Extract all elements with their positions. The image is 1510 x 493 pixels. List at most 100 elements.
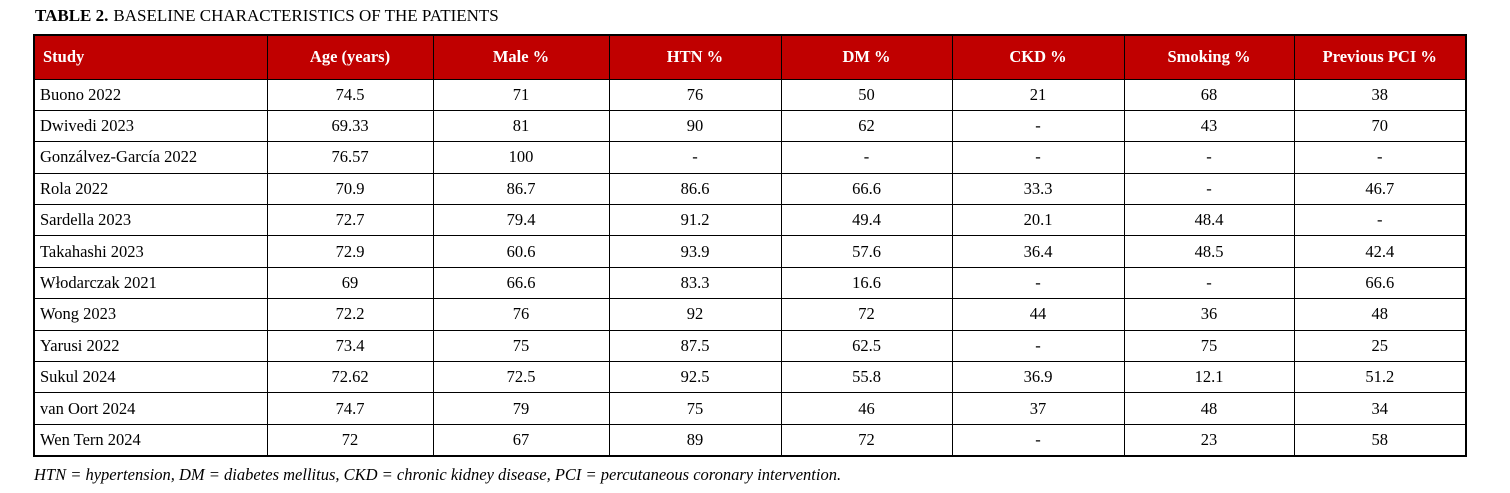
study-cell: Wen Tern 2024: [33, 423, 268, 457]
value-cell: -: [780, 141, 953, 174]
value-cell: 72.9: [266, 235, 434, 268]
value-cell: 74.5: [266, 78, 434, 111]
abbreviations-footnote: HTN = hypertension, DM = diabetes mellit…: [34, 464, 842, 484]
table-row: Wen Tern 2024 72 67 89 72-23 58: [33, 423, 1467, 457]
study-cell: Buono 2022: [33, 78, 268, 111]
value-cell: 36.9: [951, 361, 1125, 394]
value-cell: 37: [951, 392, 1125, 425]
value-cell: -: [1123, 172, 1295, 206]
value-cell: -: [951, 423, 1125, 457]
value-cell: 72.2: [266, 298, 434, 331]
value-cell: 55.8: [780, 361, 953, 394]
value-cell: 48.5: [1123, 235, 1295, 268]
table-title: TABLE 2. BASELINE CHARACTERISTICS OF THE …: [35, 6, 1510, 26]
study-cell: van Oort 2024: [33, 392, 268, 425]
value-cell: 21: [951, 78, 1125, 111]
value-cell: 23: [1123, 423, 1295, 457]
value-cell: 92: [608, 298, 782, 331]
value-cell: 81: [432, 109, 610, 143]
value-cell: 91.2: [608, 204, 782, 237]
value-cell: 34: [1293, 392, 1467, 425]
value-cell: -: [1293, 141, 1467, 174]
column-header: CKD %: [951, 34, 1125, 80]
header-row: Study Age (years) Male % HTN % DM % CKD % Smok…: [33, 34, 1467, 80]
value-cell: 72: [266, 423, 434, 457]
value-cell: 79: [432, 392, 610, 425]
value-cell: 72.7: [266, 204, 434, 237]
table-row: Wong 2023 72.2 76 92 72 44 36 48: [33, 298, 1467, 331]
value-cell: 74.7: [266, 392, 434, 425]
baseline-characteristics-table: Study Age (years) Male % HTN % DM % CKD % Smok…: [33, 34, 1467, 457]
table-title-label: TABLE 2.: [35, 6, 109, 25]
table-row: Rola 2022 70.9 86.7 86.6 66.6 33.3-46.7: [33, 172, 1467, 206]
value-cell: 73.4: [266, 329, 434, 363]
value-cell: 68: [1123, 78, 1295, 111]
value-cell: 49.4: [780, 204, 953, 237]
value-cell: 83.3: [608, 266, 782, 300]
value-cell: 42.4: [1293, 235, 1467, 268]
value-cell: 57.6: [780, 235, 953, 268]
value-cell: 89: [608, 423, 782, 457]
value-cell: 71: [432, 78, 610, 111]
value-cell: 72.62: [266, 361, 434, 394]
table-row: van Oort 2024 74.7 79 75 46 37 48 34: [33, 392, 1467, 425]
value-cell: 72: [780, 298, 953, 331]
value-cell: 58: [1293, 423, 1467, 457]
table-row: Sukul 2024 72.62 72.5 92.5 55.8 36.9 12.1 51.2: [33, 361, 1467, 394]
value-cell: 48: [1293, 298, 1467, 331]
study-cell: Sardella 2023: [33, 204, 268, 237]
value-cell: 36.4: [951, 235, 1125, 268]
value-cell: 66.6: [780, 172, 953, 206]
value-cell: 69: [266, 266, 434, 300]
study-cell: Rola 2022: [33, 172, 268, 206]
table-row: Dwivedi 2023 69.33 81 90 62-43 70: [33, 109, 1467, 143]
value-cell: -: [951, 141, 1125, 174]
value-cell: 46.7: [1293, 172, 1467, 206]
value-cell: -: [951, 266, 1125, 300]
table-body: Buono 2022 74.5 71 76 50 21 68 38 Dwivedi 2023 69…: [33, 78, 1467, 457]
value-cell: 46: [780, 392, 953, 425]
value-cell: 20.1: [951, 204, 1125, 237]
value-cell: -: [1293, 204, 1467, 237]
value-cell: 72.5: [432, 361, 610, 394]
study-cell: Sukul 2024: [33, 361, 268, 394]
value-cell: 76: [608, 78, 782, 111]
value-cell: -: [1123, 266, 1295, 300]
value-cell: -: [608, 141, 782, 174]
study-cell: Gonzálvez-García 2022: [33, 141, 268, 174]
value-cell: 93.9: [608, 235, 782, 268]
value-cell: 62: [780, 109, 953, 143]
value-cell: 50: [780, 78, 953, 111]
value-cell: -: [951, 329, 1125, 363]
value-cell: -: [951, 109, 1125, 143]
value-cell: 90: [608, 109, 782, 143]
value-cell: 62.5: [780, 329, 953, 363]
value-cell: 12.1: [1123, 361, 1295, 394]
value-cell: 100: [432, 141, 610, 174]
value-cell: 66.6: [1293, 266, 1467, 300]
value-cell: 87.5: [608, 329, 782, 363]
column-header: Previous PCI %: [1293, 34, 1467, 80]
value-cell: 48: [1123, 392, 1295, 425]
value-cell: 76: [432, 298, 610, 331]
value-cell: 36: [1123, 298, 1295, 331]
value-cell: -: [1123, 141, 1295, 174]
column-header: Male %: [432, 34, 610, 80]
column-header: Age (years): [266, 34, 434, 80]
column-header: Smoking %: [1123, 34, 1295, 80]
value-cell: 60.6: [432, 235, 610, 268]
value-cell: 76.57: [266, 141, 434, 174]
table-row: Buono 2022 74.5 71 76 50 21 68 38: [33, 78, 1467, 111]
column-header-study: Study: [33, 34, 268, 80]
value-cell: 38: [1293, 78, 1467, 111]
table-row: Takahashi 2023 72.9 60.6 93.9 57.6 36.4 48.5 42…: [33, 235, 1467, 268]
value-cell: 66.6: [432, 266, 610, 300]
study-cell: Dwivedi 2023: [33, 109, 268, 143]
table-row: Sardella 2023 72.7 79.4 91.2 49.4 20.1 48.4-: [33, 204, 1467, 237]
study-cell: Yarusi 2022: [33, 329, 268, 363]
value-cell: 25: [1293, 329, 1467, 363]
value-cell: 86.6: [608, 172, 782, 206]
value-cell: 75: [608, 392, 782, 425]
value-cell: 51.2: [1293, 361, 1467, 394]
